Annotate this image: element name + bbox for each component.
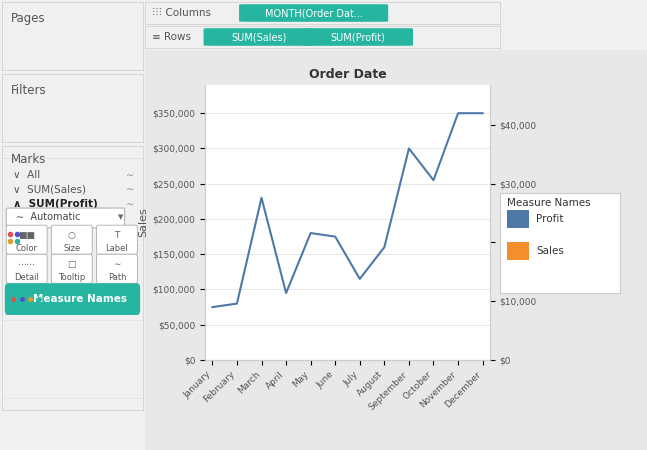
Text: ∨  All: ∨ All (14, 170, 41, 180)
FancyBboxPatch shape (96, 254, 137, 284)
Text: ∼  Automatic: ∼ Automatic (16, 212, 81, 222)
Bar (507, 242, 529, 260)
Text: Measure Names: Measure Names (32, 294, 127, 304)
Text: Color: Color (16, 243, 38, 252)
Text: Sales: Sales (536, 246, 564, 256)
Text: □: □ (67, 260, 76, 269)
Text: ∼: ∼ (126, 199, 134, 209)
FancyBboxPatch shape (6, 225, 47, 254)
Text: SUM(Sales): SUM(Sales) (231, 32, 286, 42)
FancyBboxPatch shape (6, 254, 47, 284)
Text: SUM(Profit): SUM(Profit) (331, 32, 386, 42)
Y-axis label: Sales: Sales (138, 207, 148, 238)
Text: ∼: ∼ (126, 170, 134, 180)
Text: ∼: ∼ (113, 260, 120, 269)
Text: ⁝⁝⁝ Columns: ⁝⁝⁝ Columns (152, 8, 211, 18)
Text: Path: Path (107, 273, 126, 282)
FancyBboxPatch shape (6, 208, 125, 228)
FancyBboxPatch shape (5, 284, 140, 315)
Text: Marks: Marks (10, 153, 46, 166)
Text: ∼: ∼ (126, 184, 134, 194)
Text: Size: Size (63, 243, 80, 252)
Text: ⋯⋯: ⋯⋯ (17, 260, 36, 269)
Text: Detail: Detail (14, 273, 39, 282)
Text: ■■: ■■ (18, 231, 35, 240)
Text: Label: Label (105, 243, 128, 252)
Text: Tooltip: Tooltip (58, 273, 85, 282)
FancyBboxPatch shape (303, 28, 413, 46)
Text: ∨  SUM(Sales): ∨ SUM(Sales) (14, 184, 86, 194)
FancyBboxPatch shape (204, 28, 314, 46)
Text: ≡ Rows: ≡ Rows (152, 32, 191, 42)
FancyBboxPatch shape (51, 225, 93, 254)
Text: ▼: ▼ (118, 214, 123, 220)
Text: Filters: Filters (10, 84, 46, 97)
Bar (507, 210, 529, 228)
Text: MONTH(Order Dat...: MONTH(Order Dat... (265, 8, 362, 18)
FancyBboxPatch shape (51, 254, 93, 284)
Text: T: T (115, 231, 120, 240)
Title: Order Date: Order Date (309, 68, 386, 81)
FancyBboxPatch shape (239, 4, 388, 22)
Text: ○: ○ (68, 231, 76, 240)
Text: ∧  SUM(Profit): ∧ SUM(Profit) (14, 199, 98, 209)
Text: Pages: Pages (10, 12, 45, 25)
FancyBboxPatch shape (96, 225, 137, 254)
Text: Profit: Profit (536, 213, 564, 224)
Y-axis label: Profit: Profit (541, 208, 551, 237)
Text: Measure Names: Measure Names (507, 198, 591, 208)
